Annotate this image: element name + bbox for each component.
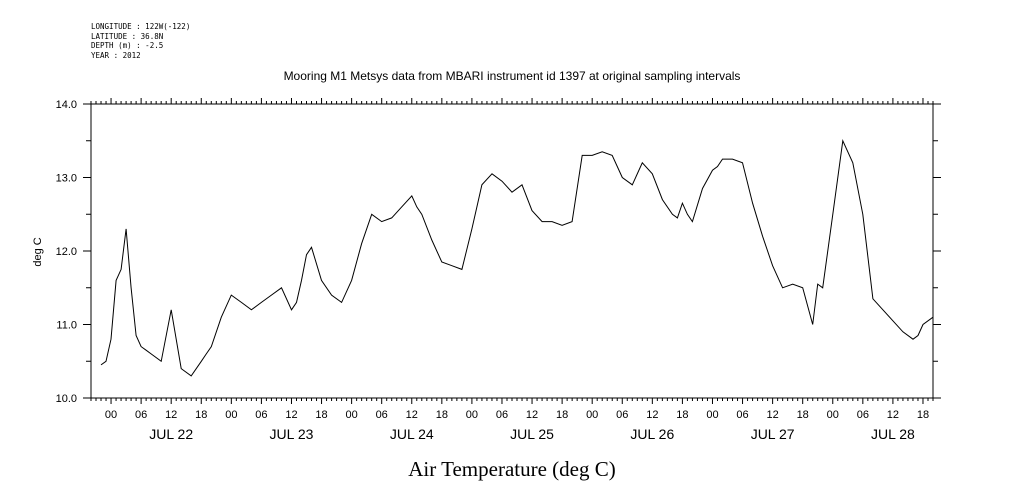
- plot-frame: [90, 103, 934, 399]
- x-hour-label: 06: [616, 409, 628, 421]
- x-hour-label: 18: [195, 409, 207, 421]
- chart-title: Mooring M1 Metsys data from MBARI instru…: [284, 69, 741, 83]
- x-day-labels: JUL 22 JUL 23 JUL 24 JUL 25 JUL 26 JUL 27 JUL …: [149, 426, 915, 442]
- metadata-block: LONGITUDE : 122W(-122) LATITUDE : 36.8N …: [91, 22, 190, 60]
- x-hour-label: 12: [646, 409, 658, 421]
- x-day-label: JUL 24: [390, 426, 434, 442]
- x-day-label: JUL 27: [751, 426, 795, 442]
- y-tick-label: 11.0: [56, 320, 77, 332]
- x-day-label: JUL 28: [871, 426, 915, 442]
- x-day-label: JUL 22: [149, 426, 193, 442]
- y-axis-label: deg C: [32, 237, 44, 266]
- x-hour-label: 06: [376, 409, 388, 421]
- x-hour-label: 00: [225, 409, 237, 421]
- x-hour-label: 00: [706, 409, 718, 421]
- x-hour-label: 12: [887, 409, 899, 421]
- x-hour-label: 06: [496, 409, 508, 421]
- x-day-label: JUL 25: [510, 426, 554, 442]
- x-hour-label: 18: [917, 409, 929, 421]
- x-hour-label: 00: [827, 409, 839, 421]
- axis-ticks: [83, 98, 941, 404]
- y-tick-label: 14.0: [56, 99, 77, 111]
- year-text: YEAR : 2012: [91, 50, 141, 60]
- plot-border: [90, 103, 934, 399]
- x-hour-label: 12: [285, 409, 297, 421]
- x-hour-label: 18: [556, 409, 568, 421]
- x-hour-labels: 00 06 12 18 00 06 12 18 00 06 12 18 00 06 12 18 00 06 12 18…: [105, 409, 929, 421]
- series-line-air-temperature: [100, 139, 934, 377]
- x-hour-label: 12: [526, 409, 538, 421]
- x-hour-label: 18: [797, 409, 809, 421]
- x-hour-label: 00: [466, 409, 478, 421]
- y-tick-labels: 10.0 11.0 12.0 13.0 14.0: [56, 99, 77, 405]
- x-hour-label: 00: [345, 409, 357, 421]
- x-hour-label: 06: [135, 409, 147, 421]
- x-hour-label: 12: [165, 409, 177, 421]
- x-hour-label: 18: [436, 409, 448, 421]
- x-hour-label: 06: [857, 409, 869, 421]
- x-hour-label: 00: [586, 409, 598, 421]
- y-tick-label: 12.0: [56, 246, 77, 258]
- y-tick-label: 10.0: [56, 393, 77, 405]
- longitude-text: LONGITUDE : 122W(-122): [91, 22, 191, 31]
- x-hour-label: 18: [676, 409, 688, 421]
- x-hour-label: 18: [315, 409, 327, 421]
- x-day-label: JUL 26: [630, 426, 674, 442]
- x-hour-label: 06: [736, 409, 748, 421]
- y-tick-label: 13.0: [56, 173, 77, 185]
- depth-text: DEPTH (m) : -2.5: [91, 41, 164, 50]
- x-hour-label: 00: [105, 409, 117, 421]
- latitude-text: LATITUDE : 36.8N: [91, 31, 164, 41]
- x-hour-label: 12: [406, 409, 418, 421]
- x-day-label: JUL 23: [270, 426, 314, 442]
- x-hour-label: 06: [255, 409, 267, 421]
- x-axis-label: Air Temperature (deg C): [408, 457, 615, 481]
- x-hour-label: 12: [766, 409, 778, 421]
